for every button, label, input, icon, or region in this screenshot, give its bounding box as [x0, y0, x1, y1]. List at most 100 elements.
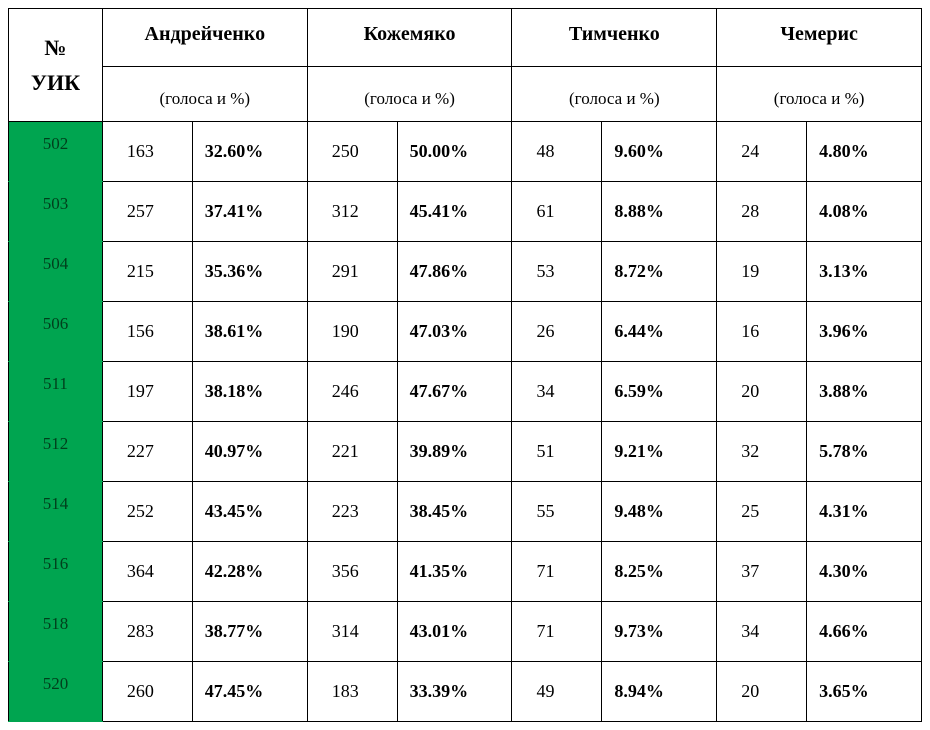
table-row: 51636442.28%35641.35%718.25%374.30%: [9, 542, 922, 602]
percent-value: 47.86%: [397, 242, 512, 302]
percent-value: 38.45%: [397, 482, 512, 542]
votes-value: 197: [102, 362, 192, 422]
table-row: 50615638.61%19047.03%266.44%163.96%: [9, 302, 922, 362]
votes-value: 260: [102, 662, 192, 722]
percent-value: 8.94%: [602, 662, 717, 722]
votes-value: 291: [307, 242, 397, 302]
votes-value: 48: [512, 122, 602, 182]
percent-value: 33.39%: [397, 662, 512, 722]
votes-value: 246: [307, 362, 397, 422]
percent-value: 4.66%: [807, 602, 922, 662]
header-uik: № УИК: [9, 9, 103, 122]
votes-value: 49: [512, 662, 602, 722]
percent-value: 4.31%: [807, 482, 922, 542]
table-header: № УИК Андрейченко Кожемяко Тимченко Чеме…: [9, 9, 922, 122]
votes-value: 283: [102, 602, 192, 662]
uik-number: 504: [9, 242, 103, 302]
percent-value: 9.21%: [602, 422, 717, 482]
percent-value: 50.00%: [397, 122, 512, 182]
results-table: № УИК Андрейченко Кожемяко Тимченко Чеме…: [8, 8, 922, 722]
table-row: 51119738.18%24647.67%346.59%203.88%: [9, 362, 922, 422]
votes-value: 20: [717, 362, 807, 422]
percent-value: 43.01%: [397, 602, 512, 662]
votes-value: 221: [307, 422, 397, 482]
votes-value: 364: [102, 542, 192, 602]
percent-value: 8.25%: [602, 542, 717, 602]
uik-number: 520: [9, 662, 103, 722]
votes-value: 163: [102, 122, 192, 182]
votes-value: 26: [512, 302, 602, 362]
votes-value: 314: [307, 602, 397, 662]
percent-value: 9.60%: [602, 122, 717, 182]
percent-value: 47.67%: [397, 362, 512, 422]
votes-value: 37: [717, 542, 807, 602]
votes-value: 250: [307, 122, 397, 182]
percent-value: 3.88%: [807, 362, 922, 422]
votes-value: 51: [512, 422, 602, 482]
votes-value: 19: [717, 242, 807, 302]
votes-value: 34: [512, 362, 602, 422]
percent-value: 45.41%: [397, 182, 512, 242]
header-sub-4: (голоса и %): [717, 67, 922, 122]
percent-value: 5.78%: [807, 422, 922, 482]
percent-value: 9.48%: [602, 482, 717, 542]
percent-value: 39.89%: [397, 422, 512, 482]
votes-value: 32: [717, 422, 807, 482]
votes-value: 25: [717, 482, 807, 542]
percent-value: 4.80%: [807, 122, 922, 182]
uik-number: 518: [9, 602, 103, 662]
votes-value: 190: [307, 302, 397, 362]
votes-value: 215: [102, 242, 192, 302]
table-row: 50421535.36%29147.86%538.72%193.13%: [9, 242, 922, 302]
percent-value: 43.45%: [192, 482, 307, 542]
percent-value: 9.73%: [602, 602, 717, 662]
votes-value: 156: [102, 302, 192, 362]
votes-value: 28: [717, 182, 807, 242]
percent-value: 4.08%: [807, 182, 922, 242]
votes-value: 227: [102, 422, 192, 482]
table-row: 52026047.45%18333.39%498.94%203.65%: [9, 662, 922, 722]
uik-number: 502: [9, 122, 103, 182]
table-row: 50325737.41%31245.41%618.88%284.08%: [9, 182, 922, 242]
percent-value: 4.30%: [807, 542, 922, 602]
percent-value: 6.59%: [602, 362, 717, 422]
uik-number: 506: [9, 302, 103, 362]
table-row: 51425243.45%22338.45%559.48%254.31%: [9, 482, 922, 542]
percent-value: 8.88%: [602, 182, 717, 242]
percent-value: 41.35%: [397, 542, 512, 602]
percent-value: 6.44%: [602, 302, 717, 362]
percent-value: 3.96%: [807, 302, 922, 362]
table-row: 51222740.97%22139.89%519.21%325.78%: [9, 422, 922, 482]
votes-value: 183: [307, 662, 397, 722]
votes-value: 252: [102, 482, 192, 542]
votes-value: 20: [717, 662, 807, 722]
uik-number: 512: [9, 422, 103, 482]
votes-value: 257: [102, 182, 192, 242]
table-body: 50216332.60%25050.00%489.60%244.80%50325…: [9, 122, 922, 722]
votes-value: 223: [307, 482, 397, 542]
percent-value: 3.65%: [807, 662, 922, 722]
percent-value: 47.03%: [397, 302, 512, 362]
table-row: 50216332.60%25050.00%489.60%244.80%: [9, 122, 922, 182]
uik-label-2: УИК: [31, 70, 80, 95]
percent-value: 8.72%: [602, 242, 717, 302]
percent-value: 3.13%: [807, 242, 922, 302]
percent-value: 37.41%: [192, 182, 307, 242]
uik-number: 516: [9, 542, 103, 602]
percent-value: 32.60%: [192, 122, 307, 182]
uik-number: 503: [9, 182, 103, 242]
table-row: 51828338.77%31443.01%719.73%344.66%: [9, 602, 922, 662]
percent-value: 42.28%: [192, 542, 307, 602]
votes-value: 356: [307, 542, 397, 602]
votes-value: 312: [307, 182, 397, 242]
percent-value: 47.45%: [192, 662, 307, 722]
header-candidate-3: Тимченко: [512, 9, 717, 67]
percent-value: 38.61%: [192, 302, 307, 362]
uik-number: 511: [9, 362, 103, 422]
header-candidate-1: Андрейченко: [102, 9, 307, 67]
header-sub-3: (голоса и %): [512, 67, 717, 122]
percent-value: 38.18%: [192, 362, 307, 422]
header-sub-2: (голоса и %): [307, 67, 512, 122]
uik-number: 514: [9, 482, 103, 542]
votes-value: 55: [512, 482, 602, 542]
